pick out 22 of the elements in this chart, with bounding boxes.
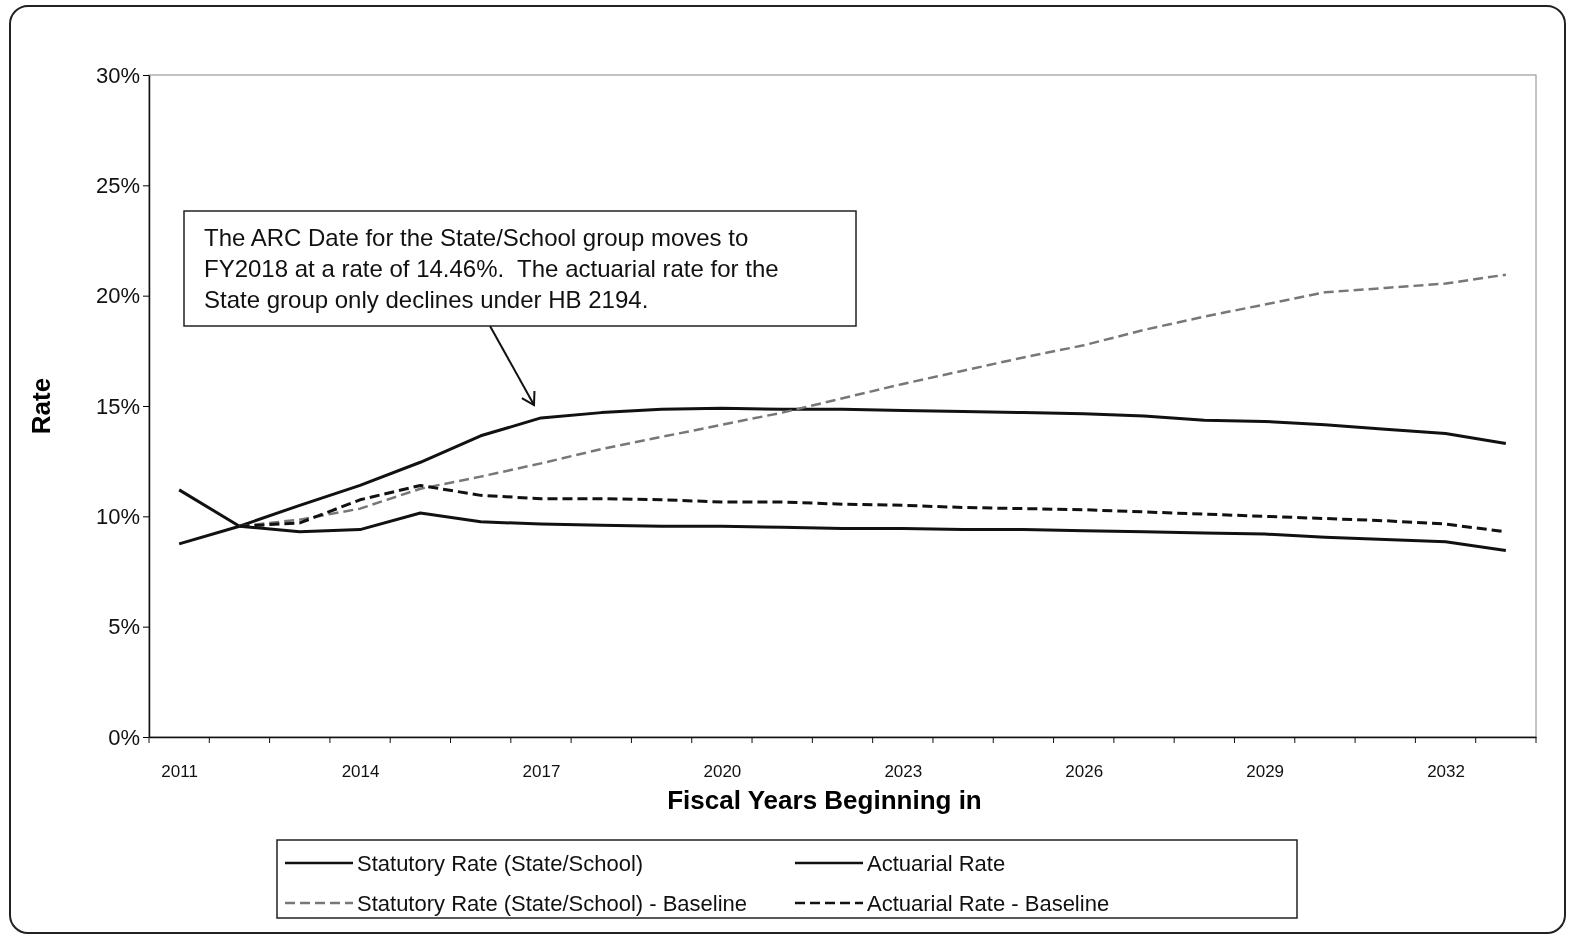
x-tick-label: 2026 (1065, 762, 1104, 782)
y-tick-label: 5% (108, 614, 140, 640)
y-axis-title: Rate (26, 377, 56, 435)
x-tick-label: 2014 (341, 762, 380, 782)
y-tick-label: 0% (108, 724, 140, 750)
x-tick-label: 2023 (884, 762, 923, 782)
y-tick-label: 15% (95, 393, 140, 419)
y-tick-label: 30% (95, 62, 140, 88)
x-axis-title: Fiscal Years Beginning in (667, 785, 982, 815)
legend-label: Statutory Rate (State/School) - Baseline (357, 891, 748, 916)
annotation: The ARC Date for the State/School group moves to FY2018 at a rate of 14.46%. The actuarial rate for the State group only declines under HB 2194. (204, 224, 779, 313)
x-tick-label: 2017 (522, 762, 561, 782)
x-tick-label: 2029 (1246, 762, 1285, 782)
x-tick-label: 2032 (1427, 762, 1465, 782)
y-tick-label: 25% (95, 172, 140, 198)
y-tick-label: 20% (95, 283, 140, 309)
x-tick-label: 2020 (703, 762, 742, 782)
y-tick-label: 10% (95, 503, 140, 529)
legend-label: Actuarial Rate (867, 851, 1006, 876)
x-tick-label: 2011 (161, 762, 198, 782)
legend-label: Statutory Rate (State/School) (357, 851, 644, 876)
legend-label: Actuarial Rate - Baseline (867, 891, 1110, 916)
